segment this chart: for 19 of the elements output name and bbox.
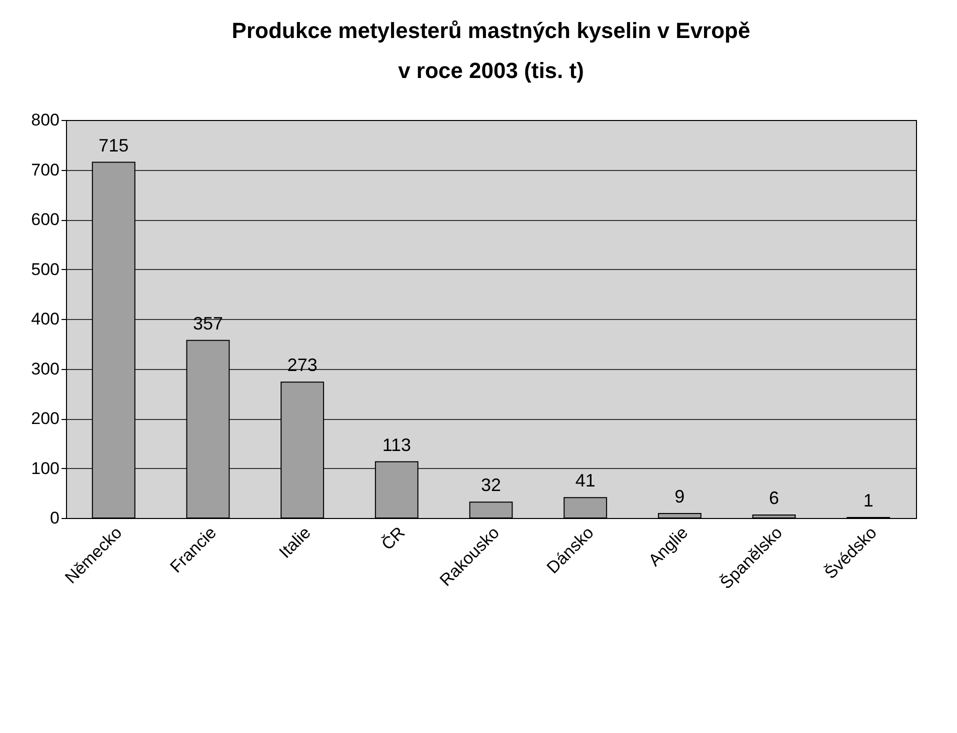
data-label: 32 [480, 475, 502, 496]
data-label: 9 [674, 486, 685, 507]
data-label: 41 [575, 470, 596, 491]
text: v roce 2003 (tis. t) [398, 58, 584, 83]
y-tick-label: 800 [31, 110, 60, 130]
data-label: 6 [769, 488, 780, 508]
y-tick-label: 300 [31, 359, 60, 378]
data-label: 715 [98, 135, 129, 156]
y-tick-label: 0 [50, 508, 60, 528]
y-tick-label: 500 [31, 260, 60, 279]
x-tick-label: ČR [378, 523, 409, 554]
y-tick-label: 100 [31, 458, 60, 478]
data-label: 1 [863, 490, 874, 511]
data-label: 113 [382, 434, 412, 455]
y-tick-label: 700 [31, 160, 60, 180]
y-tick-label: 600 [31, 210, 60, 229]
text: Produkce metylesterů mastných kyselin v Evropě [232, 18, 750, 43]
y-tick-label: 200 [31, 409, 60, 428]
y-tick-label: 400 [31, 310, 60, 328]
